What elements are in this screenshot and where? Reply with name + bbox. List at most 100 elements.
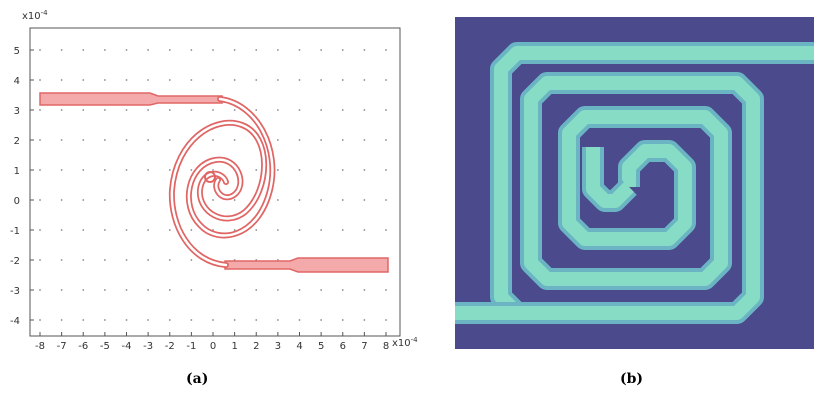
grid-dot — [341, 109, 344, 111]
x-tick-label: -3 — [143, 341, 153, 352]
grid-dot — [60, 199, 63, 201]
y-tick-label: 1 — [14, 166, 20, 177]
grid-dot — [168, 289, 171, 291]
grid-dot — [190, 109, 193, 111]
grid-dot — [385, 289, 387, 291]
grid-dot — [255, 109, 258, 111]
grid-dot — [60, 139, 63, 141]
x-tick-label: 2 — [253, 341, 259, 352]
grid-dot — [190, 259, 193, 261]
grid-dot — [82, 49, 85, 51]
y-tick-label: 2 — [14, 136, 20, 147]
grid-dot — [125, 259, 128, 261]
grid-dot — [103, 139, 106, 141]
grid-dot — [212, 109, 214, 111]
grid-dot — [82, 169, 85, 171]
grid-dot — [103, 259, 106, 261]
grid-dot — [276, 199, 279, 201]
grid-dot — [298, 139, 301, 141]
grid-dot — [82, 229, 85, 231]
grid-dot — [233, 289, 236, 291]
caption-a: (a) — [186, 371, 209, 387]
grid-dot — [385, 199, 387, 201]
grid-dot — [363, 289, 366, 291]
grid-dot — [341, 139, 344, 141]
grid-dot — [39, 289, 41, 291]
spiral-arm-outer-gap — [187, 97, 274, 237]
grid-dot — [341, 289, 344, 291]
spiral-arm-inner-gap — [170, 121, 266, 267]
grid-dot — [168, 229, 171, 231]
x-tick-label: 6 — [340, 341, 346, 352]
grid-dot — [255, 319, 258, 321]
grid-dot — [341, 169, 344, 171]
grid-dot — [103, 289, 106, 291]
grid-dot — [320, 229, 323, 231]
grid-dot — [103, 49, 106, 51]
grid-dot — [320, 289, 323, 291]
grid-dot — [60, 49, 63, 51]
grid-dots — [39, 49, 387, 321]
grid-dot — [255, 169, 258, 171]
grid-dot — [168, 79, 171, 81]
x-tick-label: 4 — [296, 341, 302, 352]
spiral-trace — [455, 76, 760, 320]
grid-dot — [320, 199, 323, 201]
grid-dot — [363, 319, 366, 321]
grid-dot — [39, 109, 41, 111]
grid-dot — [212, 289, 214, 291]
spiral-inductor — [39, 92, 389, 273]
grid-dot — [298, 229, 301, 231]
y-tick-label: 5 — [14, 46, 20, 57]
grid-dot — [341, 199, 344, 201]
y-tick-label: -3 — [10, 286, 20, 297]
grid-dot — [39, 79, 41, 81]
right-feed-line — [224, 257, 389, 273]
y-tick-label: -1 — [10, 226, 20, 237]
spiral-center — [586, 147, 634, 208]
grid-dot — [39, 169, 41, 171]
x-tick-label: -6 — [78, 341, 88, 352]
grid-dot — [298, 319, 301, 321]
grid-dot — [168, 259, 171, 261]
grid-dot — [385, 229, 387, 231]
grid-dot — [190, 289, 193, 291]
grid-dot — [341, 79, 344, 81]
x-tick-label: 5 — [318, 341, 324, 352]
grid-dot — [341, 319, 344, 321]
grid-dot — [190, 319, 193, 321]
grid-dot — [363, 49, 366, 51]
grid-dot — [276, 229, 279, 231]
grid-dot — [168, 169, 171, 171]
grid-dot — [298, 289, 301, 291]
grid-dot — [385, 49, 387, 51]
grid-dot — [147, 319, 150, 321]
grid-dot — [363, 199, 366, 201]
grid-dot — [212, 199, 214, 201]
grid-dot — [341, 229, 344, 231]
grid-dot — [168, 139, 171, 141]
grid-dot — [60, 79, 63, 81]
grid-dot — [82, 139, 85, 141]
grid-dot — [125, 319, 128, 321]
grid-dot — [60, 319, 63, 321]
left-feed-line — [39, 92, 223, 106]
grid-dot — [233, 199, 236, 201]
grid-dot — [363, 139, 366, 141]
grid-dot — [233, 49, 236, 51]
grid-dot — [363, 79, 366, 81]
x-tick-label: -7 — [57, 341, 67, 352]
grid-dot — [103, 169, 106, 171]
grid-dot — [60, 229, 63, 231]
grid-dot — [298, 169, 301, 171]
grid-dot — [103, 79, 106, 81]
grid-dot — [363, 169, 366, 171]
grid-dot — [276, 109, 279, 111]
caption-b: (b) — [620, 371, 644, 387]
grid-dot — [147, 229, 150, 231]
grid-dot — [320, 79, 323, 81]
y-tick-label: -4 — [10, 316, 20, 327]
grid-dot — [255, 79, 258, 81]
spiral-center — [204, 171, 216, 183]
y-tick-label: 4 — [14, 76, 20, 87]
